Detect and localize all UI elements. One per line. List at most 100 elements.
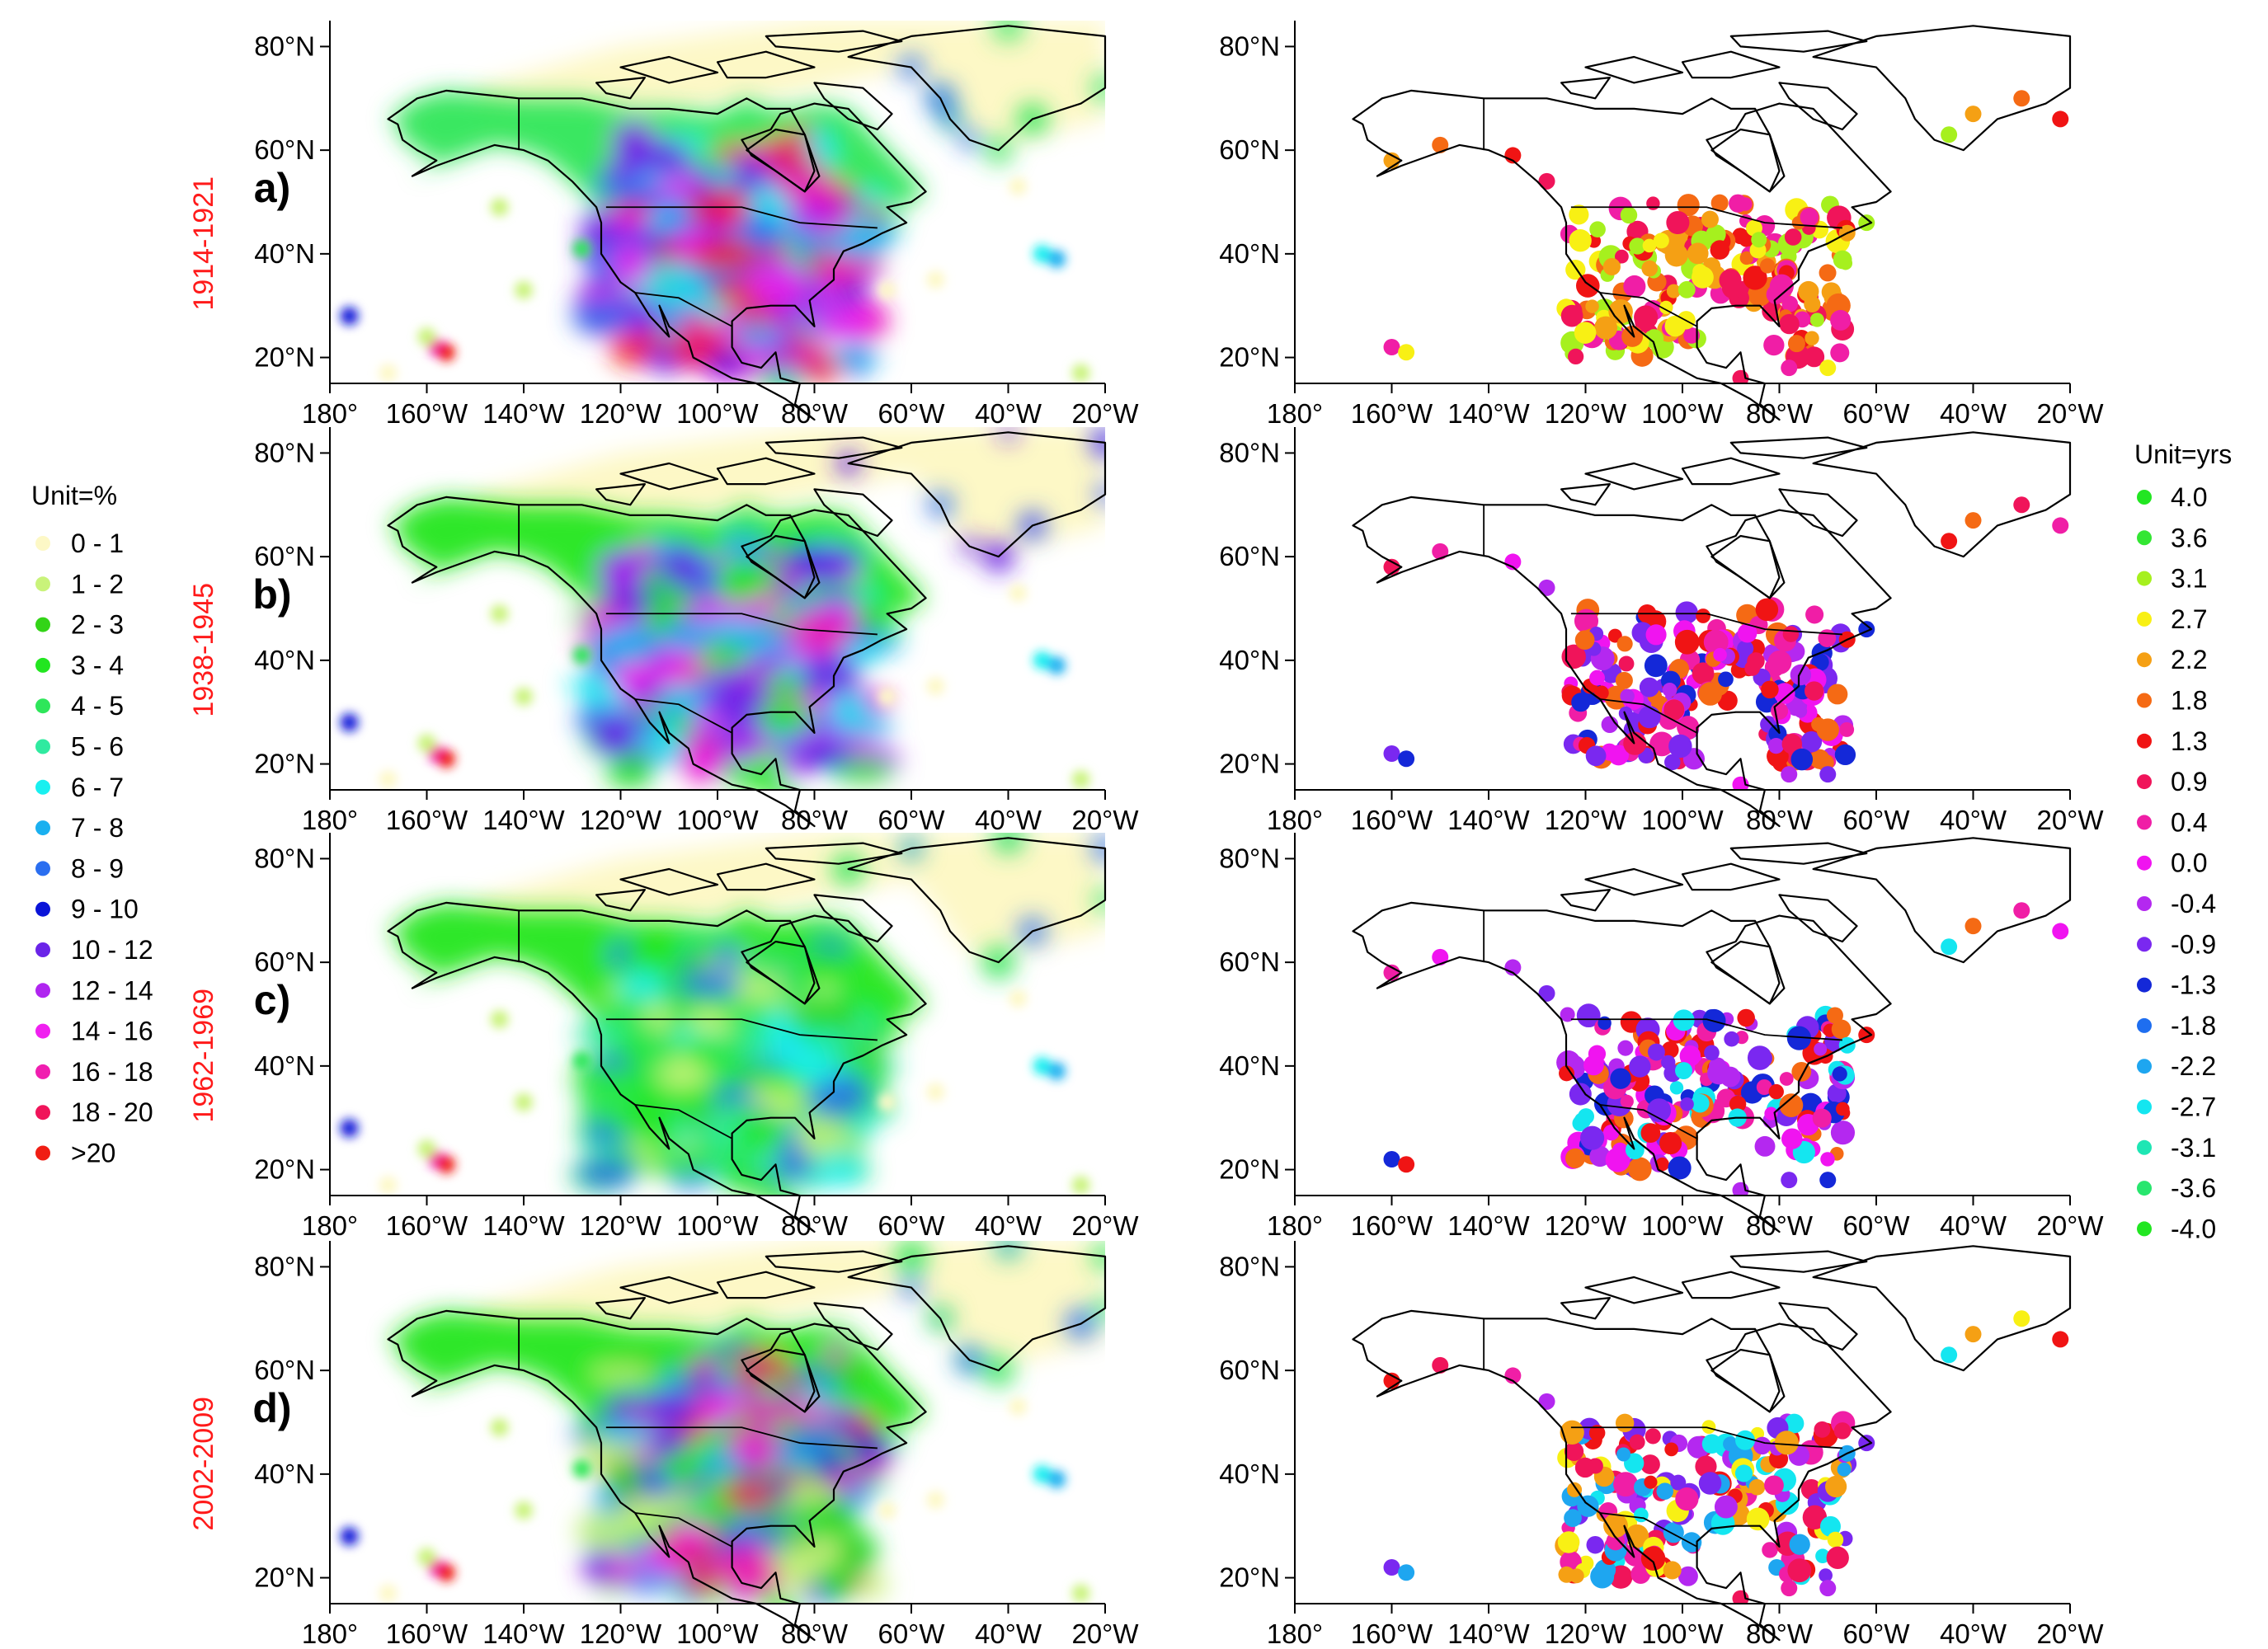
legend-label: 6 - 7 [71, 773, 124, 802]
lon-tick-label: 120°W [580, 805, 662, 835]
station-point [1569, 1568, 1584, 1584]
station-point [1941, 126, 1958, 143]
arctic-island-coastline [1584, 462, 1684, 491]
lon-tick-label: 180° [302, 1210, 358, 1241]
lat-tick-label: 20°N [1219, 749, 1280, 779]
station-point [1538, 984, 1555, 1002]
station-point [1623, 275, 1646, 298]
legend-title: Unit=% [31, 481, 117, 510]
lon-tick-label: 180° [1267, 398, 1323, 429]
station-point [1614, 249, 1629, 264]
station-point [1670, 1474, 1687, 1491]
station-point [1830, 1120, 1856, 1145]
station-point [1677, 1566, 1698, 1586]
station-point [1629, 237, 1646, 255]
lat-tick-label: 80°N [1219, 843, 1280, 873]
station-point [1608, 745, 1629, 766]
station-point [1432, 543, 1449, 560]
station-point [1675, 1062, 1693, 1080]
arctic-island-coastline [716, 862, 816, 891]
legend-label: 0.4 [2171, 807, 2207, 837]
station-point [1677, 194, 1700, 217]
station-point [1820, 1515, 1841, 1537]
station-point [1729, 1095, 1747, 1113]
station-point [1569, 229, 1592, 252]
arctic-island-coastline [619, 55, 719, 84]
station-point [1701, 1434, 1722, 1454]
lon-tick-label: 160°W [386, 1618, 468, 1649]
lon-tick-label: 100°W [1641, 805, 1724, 835]
legend-label: 2.7 [2171, 604, 2207, 634]
arctic-island-coastline [1584, 55, 1684, 84]
station-point [1768, 1083, 1784, 1100]
station-point [1737, 640, 1754, 657]
station-point [1786, 1026, 1812, 1050]
station-point [2013, 902, 2030, 919]
station-point [1695, 1455, 1717, 1478]
station-point [1569, 204, 1589, 225]
us-canada-border [605, 1018, 878, 1041]
station-point [1640, 1454, 1660, 1475]
north-america-coastline [387, 496, 927, 828]
station-point [1576, 1003, 1601, 1028]
station-point [1608, 299, 1633, 324]
lon-tick-label: 160°W [1351, 1618, 1433, 1649]
percent-map-panel-4: 80°N 60°N 40°N 20°N 180° 160°W 140°W 120°W 100°W… [254, 1241, 1139, 1649]
period-label: 1962-1969 [188, 989, 219, 1123]
arctic-island-coastline [1681, 457, 1781, 486]
lat-tick-label: 40°N [254, 1050, 315, 1081]
pale-background [475, 427, 1105, 557]
lat-tick-label: 60°N [254, 1355, 315, 1385]
station-point [1839, 721, 1855, 737]
station-point [1762, 1542, 1778, 1558]
station-point [1710, 240, 1730, 260]
legend-swatch [35, 657, 50, 673]
station-point [1826, 1546, 1849, 1570]
legend-swatch [2137, 937, 2152, 952]
lat-tick-label: 40°N [1219, 645, 1280, 675]
us-mexico-border [635, 698, 733, 734]
station-point [1764, 1475, 1784, 1496]
station-point [1787, 335, 1805, 353]
station-point [1585, 299, 1599, 313]
station-point [1827, 1531, 1844, 1548]
station-point [1538, 172, 1555, 190]
station-point [1781, 359, 1798, 377]
station-point [1583, 1055, 1604, 1076]
lon-tick-label: 80°W [1746, 1210, 1814, 1241]
arctic-island-coastline [1681, 1271, 1781, 1299]
lon-tick-label: 100°W [676, 1210, 759, 1241]
station-point [1800, 207, 1819, 227]
station-point [1383, 1151, 1400, 1167]
station-point [1383, 339, 1400, 355]
arctic-island-coastline [765, 842, 903, 865]
station-point [1644, 654, 1668, 678]
station-point [1751, 232, 1767, 248]
legend-swatch [2137, 693, 2152, 708]
station-point [1941, 938, 1958, 956]
ocean-stations [340, 584, 1090, 789]
station-point [1577, 1495, 1599, 1517]
station-point [1642, 238, 1657, 253]
lat-tick-label: 40°N [254, 645, 315, 675]
legend-swatch [2137, 733, 2152, 749]
lon-tick-label: 100°W [1641, 398, 1724, 429]
station-point [1815, 1548, 1830, 1564]
baffin-island-coastline [1778, 82, 1858, 131]
percent-field-layer [340, 21, 1105, 383]
legend-label: 2.2 [2171, 645, 2207, 674]
lat-tick-label: 20°N [1219, 342, 1280, 373]
station-point [1639, 677, 1659, 698]
legend-label: 2 - 3 [71, 610, 124, 640]
lon-tick-label: 140°W [1447, 398, 1530, 429]
legend-swatch [2137, 1059, 2152, 1074]
panel-letter: c) [254, 977, 290, 1023]
station-point [1698, 1472, 1722, 1495]
station-point [1941, 1346, 1958, 1364]
station-point [1753, 1436, 1772, 1455]
legend-label: -0.4 [2171, 889, 2216, 918]
station-point [1771, 702, 1789, 720]
station-point [1663, 699, 1685, 721]
lon-tick-label: 160°W [1351, 805, 1433, 835]
lon-tick-label: 40°W [975, 805, 1042, 835]
